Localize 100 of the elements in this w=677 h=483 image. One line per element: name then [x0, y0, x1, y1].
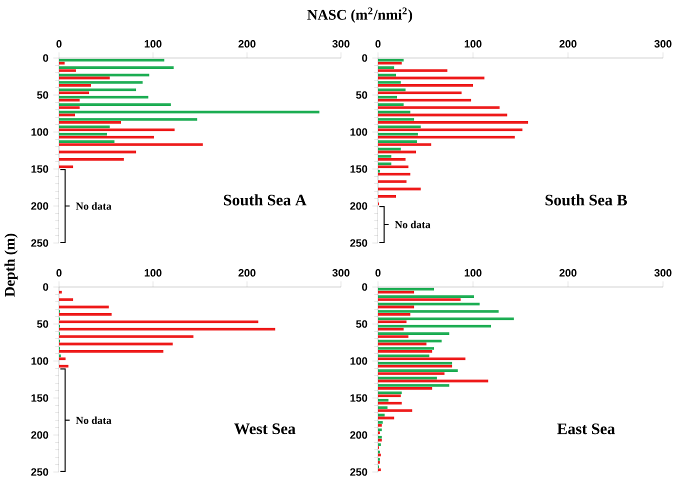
bar	[59, 121, 122, 124]
y-tick-label: 50	[356, 91, 368, 99]
bar	[378, 443, 381, 446]
bar	[378, 162, 392, 166]
bar	[378, 424, 382, 427]
bar	[378, 468, 381, 472]
bar	[378, 302, 480, 306]
bar	[59, 357, 66, 360]
bar	[59, 335, 194, 338]
bar	[59, 128, 175, 132]
bar	[378, 62, 402, 65]
y-tick-label: 100	[350, 357, 368, 365]
x-tick-label: 0	[56, 269, 62, 277]
bar	[59, 125, 110, 128]
bar	[378, 306, 414, 308]
bar	[378, 376, 437, 380]
bar	[378, 114, 508, 116]
bar	[59, 69, 76, 72]
bar	[378, 91, 462, 94]
bar	[378, 88, 406, 92]
bar	[378, 158, 406, 161]
bar	[378, 380, 488, 382]
bar	[59, 98, 80, 102]
bar	[59, 106, 80, 109]
y-tick-label: 100	[31, 128, 48, 136]
y-tick-label: 250	[350, 239, 368, 247]
bar	[59, 62, 65, 65]
x-tick-label: 300	[654, 269, 672, 277]
y-tick-label: 50	[356, 320, 368, 328]
y-tick-label: 0	[362, 54, 368, 62]
x-tick-label: 200	[238, 40, 256, 48]
text: South Sea B	[546, 194, 627, 206]
bar	[378, 398, 388, 402]
x-tick-label: 0	[56, 40, 62, 48]
bar	[59, 74, 150, 76]
bar	[59, 88, 136, 92]
bar	[378, 132, 418, 136]
y-tick-label: 150	[31, 165, 48, 173]
x-tick-label: 0	[375, 40, 381, 48]
bar	[59, 132, 107, 136]
bar	[378, 369, 458, 372]
x-tick-label: 100	[464, 40, 482, 48]
bar	[378, 384, 450, 387]
bar	[378, 362, 452, 365]
bar	[378, 350, 432, 353]
bar	[378, 357, 466, 360]
bar	[378, 391, 402, 394]
x-tick-label: 200	[238, 269, 256, 277]
bar	[59, 91, 90, 94]
bar	[59, 165, 74, 168]
x-tick-label: 100	[464, 269, 482, 277]
bar	[59, 114, 75, 116]
bar	[59, 81, 143, 84]
bar	[378, 320, 407, 324]
text: East Sea	[557, 423, 615, 434]
y-tick-label: 200	[350, 431, 368, 439]
x-tick-label: 100	[144, 269, 162, 277]
y-tick-label: 250	[350, 468, 368, 476]
bar	[378, 74, 396, 76]
text: West Sea	[234, 423, 296, 434]
bar	[378, 436, 382, 439]
band-label: No data	[394, 220, 430, 228]
bar	[378, 324, 492, 328]
bar	[378, 106, 500, 109]
y-tick-label: 0	[43, 283, 48, 291]
bar	[378, 290, 414, 294]
bar	[378, 96, 398, 99]
bar	[378, 372, 445, 375]
bar	[378, 118, 414, 121]
bar	[378, 195, 396, 198]
bar	[378, 310, 499, 313]
bar	[378, 421, 383, 424]
x-tick-label: 300	[332, 269, 350, 277]
bar	[378, 140, 417, 143]
y-tick-label: 50	[37, 320, 48, 328]
bar	[378, 110, 410, 114]
x-tick-label: 200	[559, 40, 576, 48]
bar	[378, 125, 421, 128]
bar	[378, 180, 407, 183]
y-tick-label: 100	[31, 357, 48, 365]
bar	[59, 96, 148, 99]
y-tick-label: 200	[31, 431, 48, 439]
bar	[378, 454, 381, 456]
y-axis-title: Depth (m)	[4, 234, 18, 297]
bar	[59, 103, 171, 106]
bar	[378, 340, 442, 342]
bar	[378, 143, 432, 146]
bar	[378, 103, 404, 106]
bar	[378, 387, 432, 390]
bar	[378, 416, 394, 420]
bar	[378, 76, 484, 80]
band-label: No data	[76, 202, 112, 210]
bar	[378, 58, 404, 62]
y-tick-label: 0	[362, 283, 368, 291]
bar	[378, 438, 382, 442]
bar	[378, 295, 474, 298]
bar	[59, 298, 74, 301]
band-label: No data	[76, 416, 112, 424]
bar	[378, 347, 434, 350]
bar	[378, 402, 402, 405]
